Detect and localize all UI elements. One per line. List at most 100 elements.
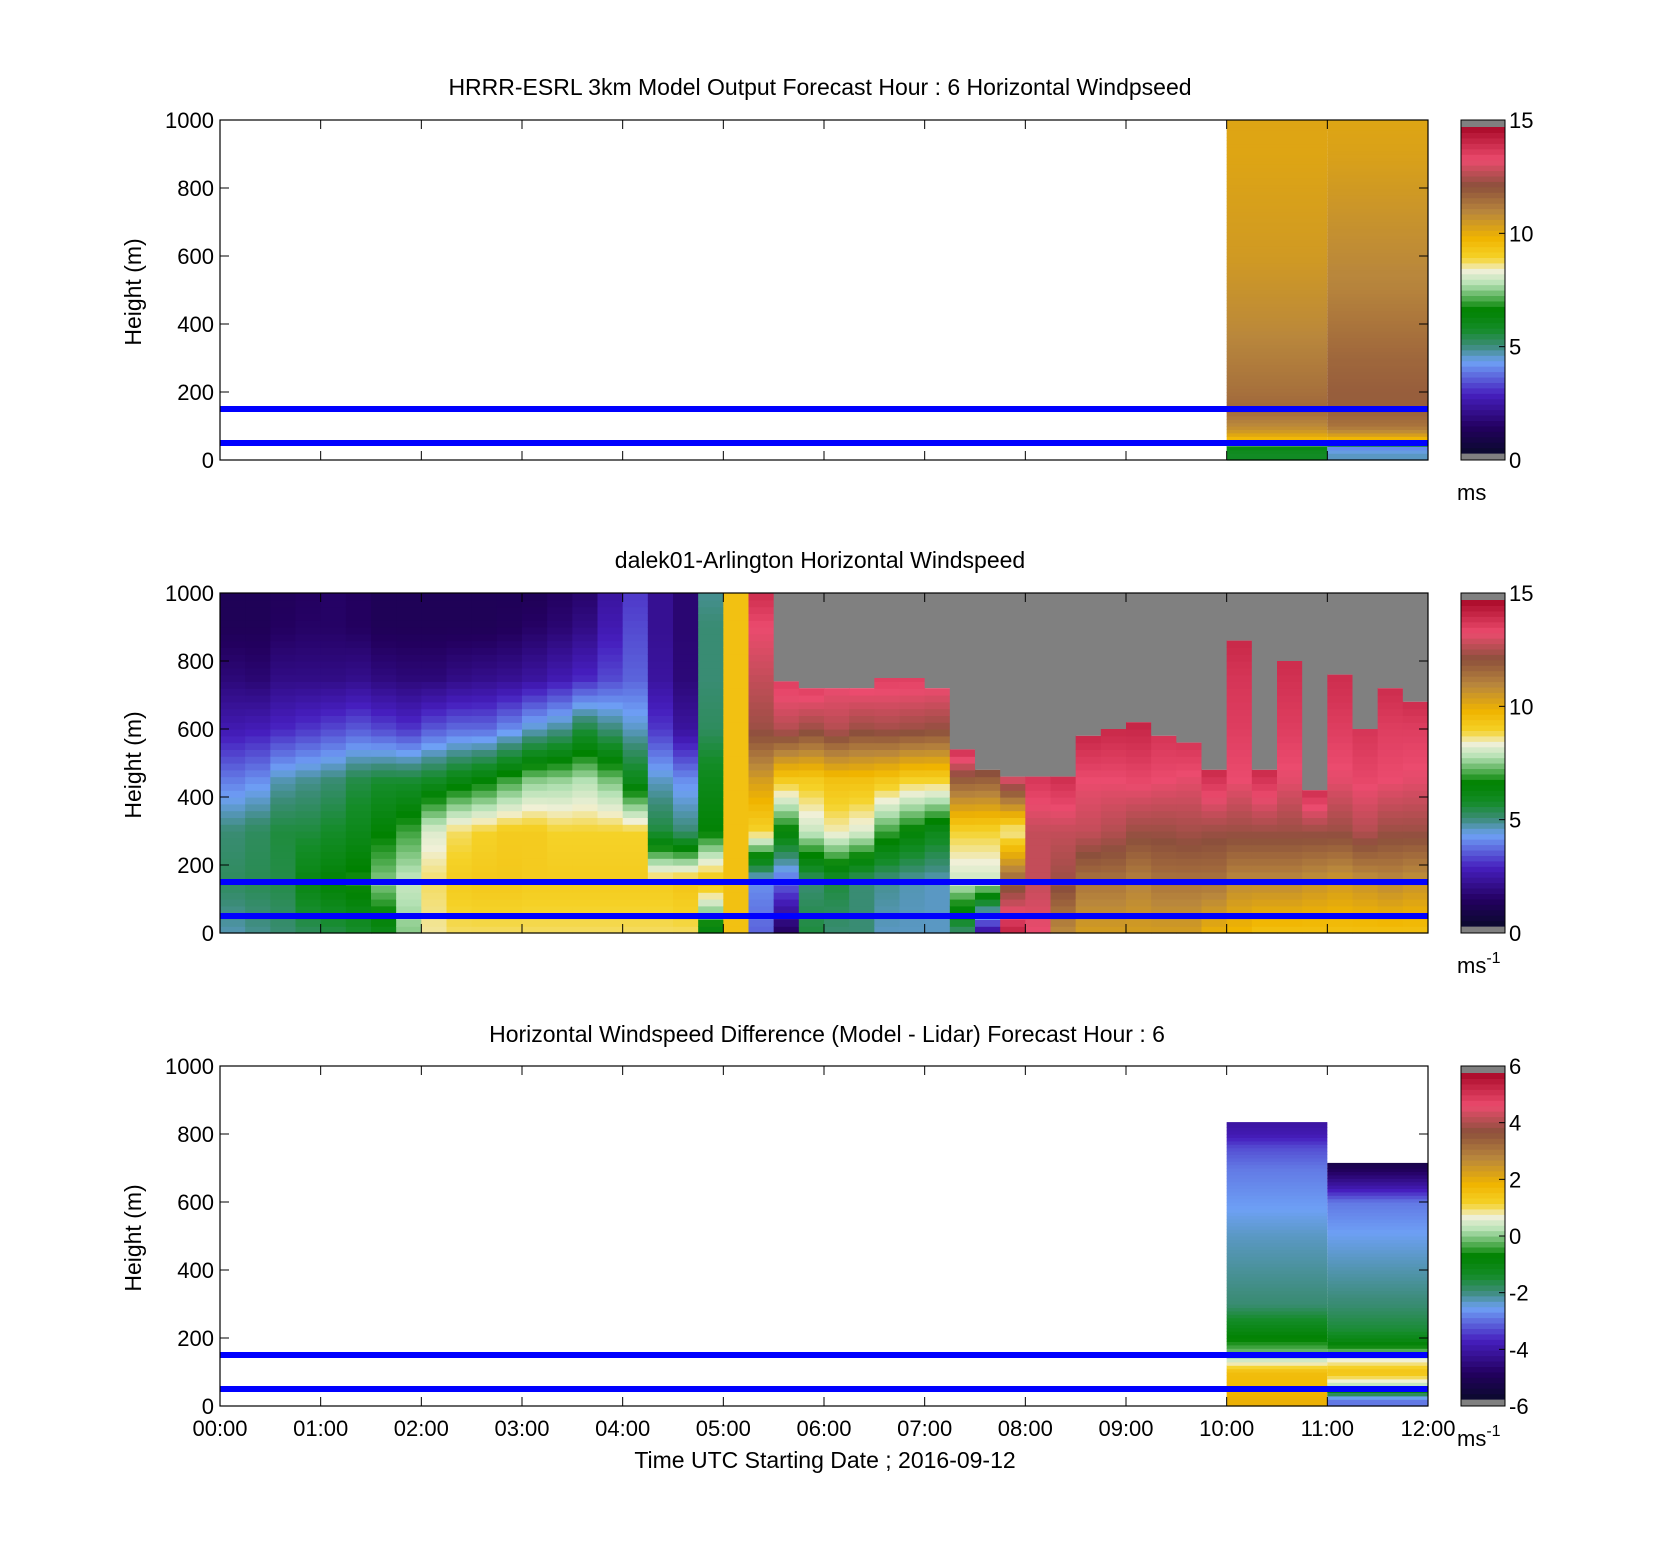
heatmap-cell	[1327, 831, 1353, 839]
heatmap-cell	[547, 688, 573, 696]
heatmap-cell	[1226, 695, 1253, 703]
heatmap-cell	[798, 783, 825, 791]
heatmap-cell	[220, 858, 246, 866]
heatmap-cell	[1176, 919, 1202, 927]
heatmap-cell	[924, 708, 951, 716]
heatmap-cell	[270, 674, 296, 682]
heatmap-cell	[1327, 1219, 1428, 1223]
heatmap-cell	[345, 647, 372, 655]
heatmap-cell	[1327, 1327, 1428, 1332]
colorbar-segment	[1461, 719, 1505, 726]
heatmap-cell	[647, 831, 674, 839]
heatmap-cell	[547, 803, 573, 812]
heatmap-cell	[899, 742, 926, 750]
colorbar-segment	[1461, 1312, 1505, 1319]
heatmap-cell	[471, 695, 498, 703]
colorbar-segment	[1461, 165, 1505, 172]
heatmap-cell	[1025, 899, 1051, 907]
heatmap-cell	[1327, 157, 1428, 162]
heatmap-cell	[320, 769, 347, 778]
heatmap-cell	[622, 735, 649, 744]
heatmap-cell	[421, 729, 447, 737]
heatmap-cell	[1075, 851, 1102, 859]
heatmap-cell	[1226, 164, 1328, 169]
heatmap-cell	[1226, 205, 1328, 209]
heatmap-cell	[1402, 892, 1429, 900]
heatmap-cell	[1126, 776, 1152, 784]
colorbar-segment	[1461, 1116, 1505, 1123]
colorbar-segment	[1461, 828, 1505, 835]
heatmap-cell	[421, 919, 447, 927]
heatmap-cell	[1327, 242, 1428, 247]
heatmap-cell	[673, 681, 699, 689]
panel-difference: Horizontal Windspeed Difference (Model -…	[120, 1021, 1529, 1473]
heatmap-cell	[1226, 1317, 1328, 1322]
heatmap-cell	[1226, 1164, 1328, 1169]
heatmap-cell	[597, 735, 624, 744]
heatmap-cell	[270, 620, 296, 628]
heatmap-cell	[647, 708, 674, 716]
heatmap-cell	[371, 858, 397, 866]
heatmap-cell	[295, 606, 322, 614]
y-tick-label: 1000	[165, 1054, 214, 1079]
heatmap-cell	[421, 817, 447, 825]
colorbar-segment	[1461, 1225, 1505, 1232]
heatmap-cell	[270, 593, 296, 601]
colorbar-segment	[1461, 398, 1505, 405]
heatmap-cell	[874, 790, 900, 798]
colorbar-segment	[1461, 246, 1505, 253]
colorbar-segment	[1461, 1230, 1505, 1237]
heatmap-cell	[1176, 803, 1202, 812]
heatmap-cell	[1327, 388, 1428, 393]
heatmap-cell	[270, 742, 296, 750]
heatmap-cell	[270, 790, 296, 798]
heatmap-cell	[295, 763, 322, 771]
heatmap-cell	[622, 756, 649, 764]
heatmap-cell	[1327, 341, 1428, 345]
heatmap-cell	[371, 885, 397, 893]
heatmap-cell	[849, 926, 875, 934]
heatmap-cell	[975, 926, 1001, 934]
heatmap-cell	[572, 613, 598, 621]
colorbar-segment	[1461, 371, 1505, 378]
heatmap-cell	[396, 606, 422, 614]
heatmap-cell	[1327, 412, 1428, 417]
heatmap-cell	[1226, 1215, 1328, 1220]
heatmap-cell	[1201, 769, 1228, 778]
heatmap-cell	[496, 851, 523, 859]
heatmap-cell	[1126, 803, 1152, 812]
heatmap-cell	[698, 742, 724, 750]
heatmap-cell	[1126, 871, 1152, 880]
heatmap-cell	[1226, 885, 1253, 893]
heatmap-cell	[849, 803, 875, 812]
heatmap-cell	[421, 824, 447, 832]
heatmap-cell	[371, 763, 397, 771]
heatmap-cell	[1277, 790, 1303, 798]
colorbar-unit: ms-1	[1457, 1423, 1501, 1451]
heatmap-cell	[345, 593, 372, 601]
heatmap-cell	[1226, 1178, 1328, 1183]
heatmap-cell	[798, 926, 825, 934]
colorbar-segment	[1461, 893, 1505, 900]
heatmap-cell	[899, 858, 926, 866]
heatmap-cell	[647, 627, 674, 635]
heatmap-cell	[773, 871, 800, 880]
heatmap-cell	[899, 837, 926, 846]
heatmap-cell	[547, 885, 573, 893]
heatmap-cell	[396, 871, 422, 880]
colorbar-segment	[1461, 230, 1505, 237]
heatmap-cell	[824, 701, 850, 710]
heatmap-cell	[496, 681, 523, 689]
heatmap-cell	[320, 776, 347, 784]
heatmap-cell	[597, 783, 624, 791]
heatmap-cell	[1025, 851, 1051, 859]
heatmap-cell	[421, 790, 447, 798]
heatmap-cell	[698, 667, 724, 676]
heatmap-cell	[1327, 1229, 1428, 1234]
missing-data-cell	[824, 593, 850, 689]
heatmap-cell	[471, 851, 498, 859]
heatmap-cell	[597, 722, 624, 730]
heatmap-cell	[949, 769, 976, 778]
heatmap-cell	[949, 926, 976, 934]
heatmap-cell	[1327, 735, 1353, 744]
